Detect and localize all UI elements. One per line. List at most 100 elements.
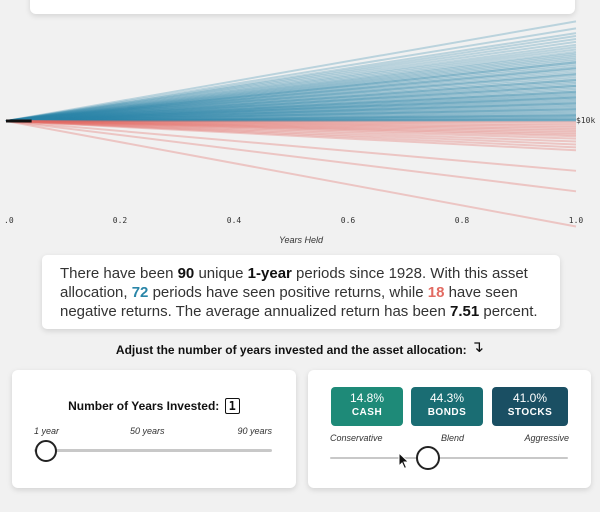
- series-line-58: [5, 117, 577, 122]
- series-line-73: [5, 120, 577, 124]
- summary-card: There have been 90 unique 1-year periods…: [42, 255, 560, 329]
- previous-card: [30, 0, 575, 14]
- series-line-20: [5, 68, 577, 122]
- series-line-72: [5, 114, 577, 122]
- series-line-32: [5, 87, 577, 122]
- average-return: 7.51: [450, 303, 480, 320]
- x-axis-ticks: .0 0.2 0.4 0.6 0.8 1.0: [4, 216, 583, 225]
- years-slider-handle[interactable]: [35, 440, 57, 462]
- period-count: 90: [177, 265, 195, 282]
- series-line-30: [5, 84, 577, 122]
- series-line-59: [5, 118, 577, 122]
- series-line-36: [5, 93, 577, 122]
- series-line-89: [5, 120, 577, 228]
- x-tick-label-4: 0.8: [455, 216, 470, 225]
- summary-text-5: have seen negative returns. The average …: [60, 284, 518, 320]
- stocks-allocation-box: 41.0% STOCKS: [492, 387, 568, 426]
- chart-lines: [5, 20, 577, 228]
- series-line-48: [5, 107, 577, 122]
- series-line-15: [5, 59, 577, 122]
- series-line-5: [5, 37, 577, 122]
- series-line-80: [5, 120, 577, 136]
- series-line-71: [5, 108, 577, 122]
- cash-allocation-box: 14.8% CASH: [331, 387, 403, 426]
- max-years-label: 90 years: [237, 426, 272, 436]
- series-line-7: [5, 43, 577, 122]
- x-tick-label-1: 0.2: [113, 216, 128, 225]
- allocation-slider-handle[interactable]: [416, 446, 440, 470]
- period-length: 1-year: [247, 265, 292, 282]
- bonds-label: BONDS: [427, 407, 467, 418]
- series-line-82: [5, 120, 577, 140]
- series-line-14: [5, 57, 577, 122]
- asset-allocation-card: 14.8% CASH 44.3% BONDS 41.0% STOCKS Cons…: [308, 370, 591, 488]
- series-line-79: [5, 120, 577, 134]
- series-line-43: [5, 101, 577, 122]
- blend-label: Blend: [441, 433, 465, 443]
- min-years-label: 1 year: [34, 426, 60, 436]
- negative-count: 18: [427, 284, 445, 301]
- series-line-81: [5, 120, 577, 138]
- x-tick-label-3: 0.6: [341, 216, 356, 225]
- series-line-21: [5, 70, 577, 122]
- series-line-87: [5, 120, 577, 172]
- series-line-47: [5, 105, 577, 122]
- positive-count: 72: [131, 284, 149, 301]
- series-line-86: [5, 120, 577, 152]
- bonds-allocation-box: 44.3% BONDS: [411, 387, 483, 426]
- series-line-83: [5, 120, 577, 143]
- series-line-33: [5, 89, 577, 122]
- series-line-19: [5, 66, 577, 122]
- series-line-9: [5, 48, 577, 122]
- bonds-percent: 44.3%: [429, 391, 465, 405]
- series-line-13: [5, 56, 577, 122]
- series-line-70: [5, 102, 577, 122]
- series-line-77: [5, 120, 577, 131]
- instruction-label: Adjust the number of years invested and …: [115, 343, 467, 357]
- series-line-42: [5, 100, 577, 122]
- aggressive-label: Aggressive: [524, 433, 569, 443]
- series-line-76: [5, 120, 577, 129]
- series-line-3: [5, 32, 577, 122]
- series-line-12: [5, 54, 577, 122]
- x-tick-label-5: 1.0: [569, 216, 584, 225]
- cash-percent: 14.8%: [349, 391, 385, 405]
- series-line-69: [5, 96, 577, 122]
- series-line-46: [5, 104, 577, 122]
- years-invested-card: Number of Years Invested: 1 1 year 50 ye…: [12, 370, 296, 488]
- allocation-slider-track[interactable]: [330, 457, 568, 459]
- series-line-37: [5, 94, 577, 122]
- series-line-34: [5, 90, 577, 122]
- x-tick-label-0: .0: [4, 216, 14, 225]
- series-line-52: [5, 111, 577, 122]
- series-line-23: [5, 73, 577, 122]
- series-line-56: [5, 115, 577, 122]
- end-value-label: $10k: [576, 116, 595, 125]
- series-line-16: [5, 61, 577, 122]
- series-line-40: [5, 97, 577, 122]
- years-invested-value: 1: [224, 398, 240, 414]
- years-invested-title: Number of Years Invested: 1: [12, 398, 296, 414]
- mouse-pointer-icon: [398, 452, 410, 470]
- series-line-26: [5, 78, 577, 122]
- series-line-78: [5, 120, 577, 132]
- series-line-27: [5, 80, 577, 122]
- series-line-65: [5, 73, 577, 122]
- series-line-45: [5, 103, 577, 122]
- series-line-54: [5, 114, 577, 122]
- series-line-29: [5, 83, 577, 122]
- series-line-67: [5, 84, 577, 122]
- series-line-74: [5, 120, 577, 125]
- series-line-57: [5, 116, 577, 122]
- series-line-2: [5, 27, 577, 122]
- summary-text-3: periods since 1928. With this asset allo…: [60, 265, 528, 301]
- series-line-10: [5, 50, 577, 122]
- series-line-18: [5, 64, 577, 122]
- series-line-64: [5, 67, 577, 122]
- years-slider-track[interactable]: [34, 449, 272, 452]
- cash-label: CASH: [351, 407, 383, 418]
- instruction-text: Adjust the number of years invested and …: [0, 339, 600, 359]
- series-line-68: [5, 90, 577, 122]
- years-invested-label: Number of Years Invested:: [68, 399, 220, 413]
- series-line-63: [5, 61, 577, 122]
